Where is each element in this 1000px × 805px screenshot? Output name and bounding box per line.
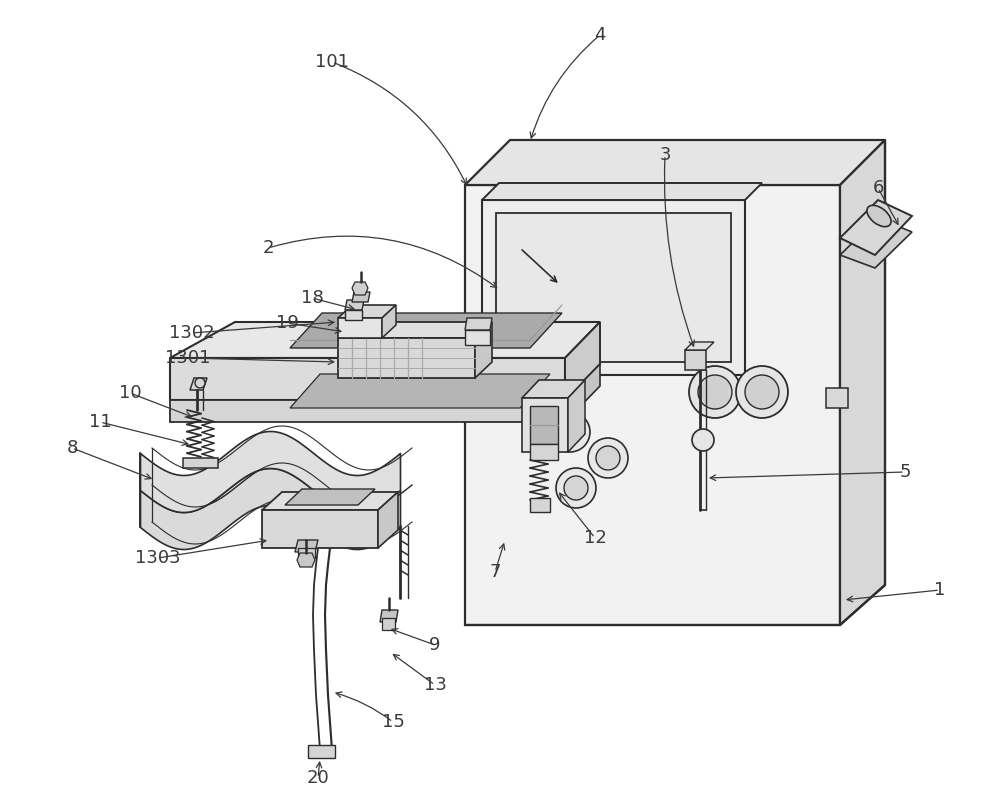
- Polygon shape: [345, 300, 364, 310]
- Text: 1301: 1301: [165, 349, 211, 367]
- Polygon shape: [840, 200, 912, 255]
- Polygon shape: [295, 540, 318, 552]
- Circle shape: [692, 429, 714, 451]
- Circle shape: [558, 420, 582, 444]
- Polygon shape: [475, 322, 492, 378]
- Text: 15: 15: [382, 713, 404, 731]
- Polygon shape: [338, 318, 382, 338]
- Polygon shape: [565, 364, 600, 422]
- Polygon shape: [685, 350, 706, 370]
- Polygon shape: [308, 745, 335, 758]
- Polygon shape: [338, 338, 475, 378]
- Circle shape: [736, 366, 788, 418]
- Polygon shape: [568, 380, 585, 452]
- Polygon shape: [183, 458, 218, 468]
- Text: 1303: 1303: [135, 549, 181, 567]
- Text: 9: 9: [429, 636, 441, 654]
- Circle shape: [564, 476, 588, 500]
- Circle shape: [556, 468, 596, 508]
- Text: 8: 8: [66, 439, 78, 457]
- Polygon shape: [170, 400, 565, 422]
- Circle shape: [588, 438, 628, 478]
- Polygon shape: [685, 342, 714, 350]
- Ellipse shape: [867, 205, 891, 227]
- Polygon shape: [522, 398, 568, 452]
- Polygon shape: [298, 548, 315, 558]
- Circle shape: [698, 375, 732, 409]
- Polygon shape: [530, 498, 550, 512]
- Polygon shape: [290, 313, 562, 348]
- Text: 101: 101: [315, 53, 349, 71]
- Polygon shape: [352, 292, 370, 302]
- Polygon shape: [826, 388, 848, 408]
- Text: 4: 4: [594, 26, 606, 44]
- Polygon shape: [352, 282, 368, 295]
- Polygon shape: [465, 185, 840, 625]
- Polygon shape: [465, 330, 490, 345]
- Polygon shape: [345, 310, 362, 320]
- Text: 13: 13: [424, 676, 446, 694]
- Polygon shape: [262, 492, 398, 510]
- Circle shape: [596, 446, 620, 470]
- Text: 12: 12: [584, 529, 606, 547]
- Polygon shape: [190, 378, 207, 390]
- Text: 20: 20: [307, 769, 329, 787]
- Text: 2: 2: [262, 239, 274, 257]
- Polygon shape: [522, 380, 585, 398]
- Polygon shape: [840, 140, 885, 625]
- Polygon shape: [262, 510, 378, 548]
- Text: 7: 7: [489, 563, 501, 581]
- Polygon shape: [378, 492, 398, 548]
- Polygon shape: [496, 213, 731, 362]
- Polygon shape: [380, 610, 398, 622]
- Polygon shape: [465, 140, 885, 185]
- Polygon shape: [482, 183, 762, 200]
- Polygon shape: [285, 489, 375, 505]
- Text: 11: 11: [89, 413, 111, 431]
- Polygon shape: [565, 322, 600, 400]
- Polygon shape: [530, 444, 558, 460]
- Text: 19: 19: [276, 314, 298, 332]
- Polygon shape: [840, 218, 912, 268]
- Polygon shape: [338, 305, 396, 318]
- Text: 6: 6: [872, 179, 884, 197]
- Polygon shape: [465, 318, 492, 330]
- Polygon shape: [382, 618, 395, 630]
- Text: 10: 10: [119, 384, 141, 402]
- Polygon shape: [290, 374, 550, 408]
- Polygon shape: [382, 305, 396, 338]
- Polygon shape: [297, 553, 315, 567]
- Text: 1: 1: [934, 581, 946, 599]
- Circle shape: [689, 366, 741, 418]
- Text: 1302: 1302: [169, 324, 215, 342]
- Circle shape: [550, 412, 590, 452]
- Circle shape: [195, 378, 205, 388]
- Text: 3: 3: [659, 146, 671, 164]
- Polygon shape: [170, 322, 600, 358]
- Polygon shape: [170, 358, 565, 400]
- Polygon shape: [530, 406, 558, 444]
- Polygon shape: [482, 200, 745, 375]
- Text: 5: 5: [899, 463, 911, 481]
- Circle shape: [745, 375, 779, 409]
- Text: 18: 18: [301, 289, 323, 307]
- Polygon shape: [338, 322, 492, 338]
